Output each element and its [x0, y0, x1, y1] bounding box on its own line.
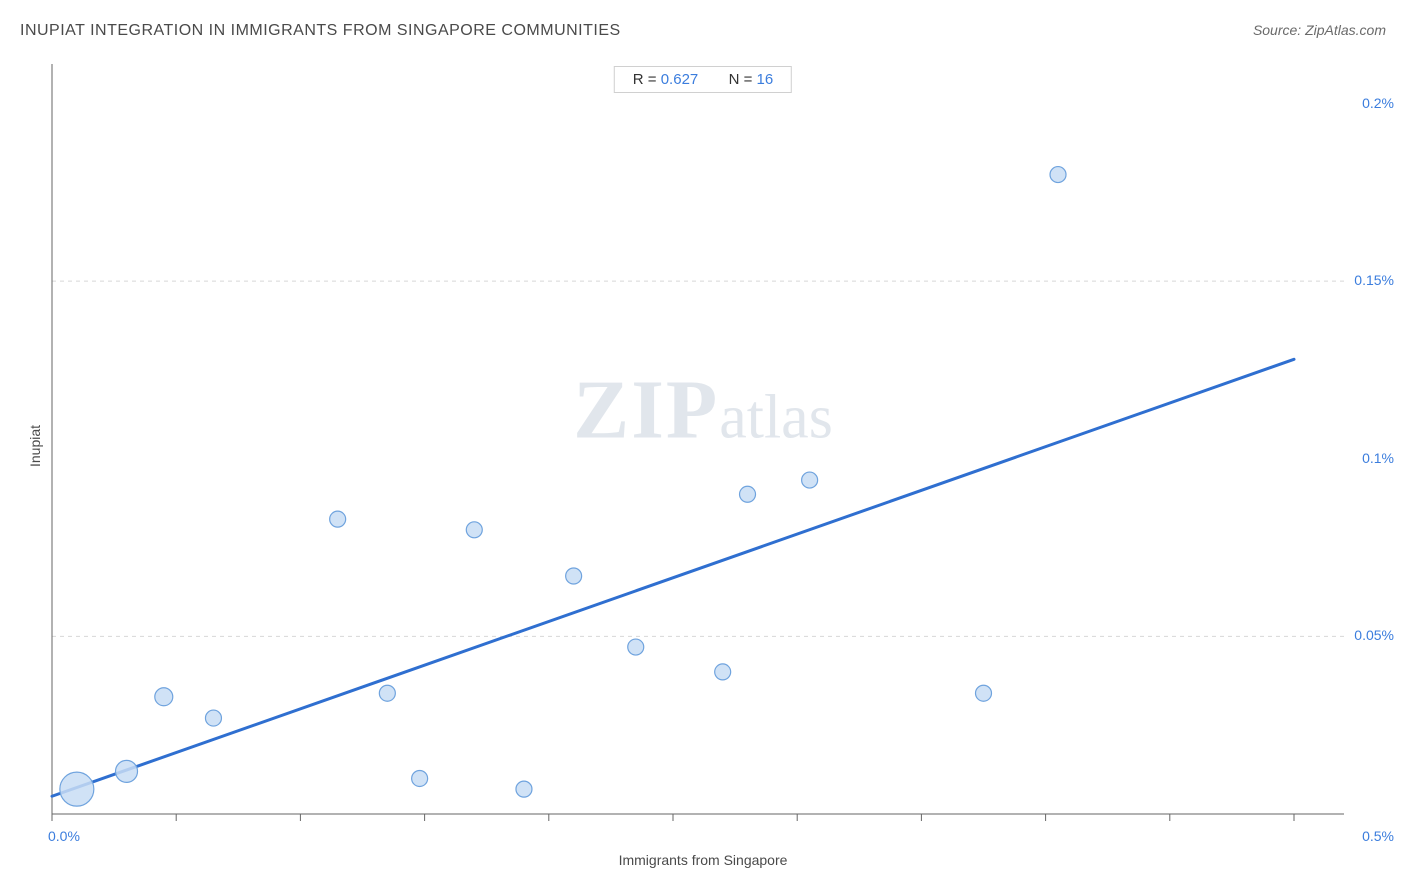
- r-value: 0.627: [661, 71, 699, 88]
- chart-container: INUPIAT INTEGRATION IN IMMIGRANTS FROM S…: [0, 0, 1406, 892]
- r-label: R =: [633, 71, 657, 88]
- scatter-svg: [48, 60, 1358, 830]
- chart-title: INUPIAT INTEGRATION IN IMMIGRANTS FROM S…: [20, 22, 621, 40]
- y-tick-label: 0.2%: [1362, 95, 1394, 111]
- plot-area: [48, 60, 1358, 830]
- y-tick-label: 0.05%: [1354, 627, 1394, 643]
- x-axis-label: Immigrants from Singapore: [619, 852, 788, 868]
- y-tick-label: 0.1%: [1362, 450, 1394, 466]
- y-tick-label: 0.15%: [1354, 272, 1394, 288]
- y-axis-label: Inupiat: [27, 425, 43, 467]
- source-attribution: Source: ZipAtlas.com: [1253, 22, 1386, 38]
- n-label: N =: [729, 71, 753, 88]
- n-value: 16: [757, 71, 774, 88]
- stats-box: R = 0.627 N = 16: [614, 66, 792, 93]
- x-max-label: 0.5%: [1362, 828, 1394, 844]
- x-origin-label: 0.0%: [48, 828, 80, 844]
